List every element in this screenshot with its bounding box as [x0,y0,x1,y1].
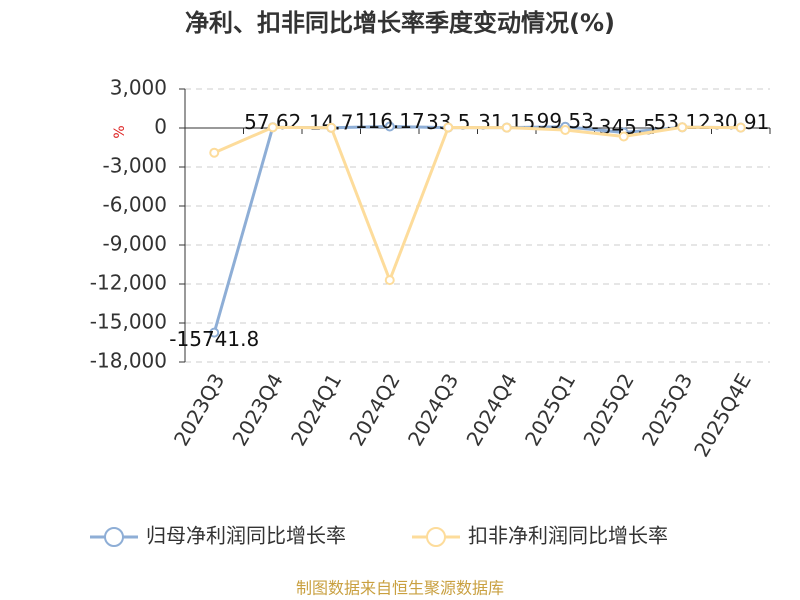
x-tick-label: 2025Q1 [520,369,580,450]
data-label: 116.17 [355,109,425,133]
y-tick-label: 3,000 [110,76,167,100]
point [560,124,571,135]
point [209,147,220,158]
series-line [212,124,741,334]
series-line [213,125,741,285]
y-tick-label: -15,000 [90,310,167,334]
y-tick-label: -9,000 [103,232,167,256]
x-tick-label: 2024Q1 [286,369,346,450]
x-tick-label: 2023Q4 [227,369,287,450]
legend-label: 归母净利润同比增长率 [146,524,346,548]
x-tick-label: 2024Q3 [403,369,463,450]
unit-label: % [112,125,128,138]
y-tick-label: -18,000 [90,349,167,373]
legend-label: 扣非净利润同比增长率 [468,524,668,548]
x-tick-label: 2024Q4 [461,369,521,450]
data-label: -15741.8 [169,327,259,351]
point [326,122,337,133]
point [735,122,746,133]
legend-marker [104,527,124,547]
chart-title: 净利、扣非同比增长率季度变动情况(%) [185,9,615,37]
x-tick-label: 2023Q3 [169,369,229,450]
y-tick-label: -12,000 [90,271,167,295]
point [443,122,454,133]
x-tick-label: 2025Q3 [637,369,697,450]
point [209,327,220,338]
point [384,275,395,286]
x-tick-label: 2024Q2 [344,369,404,450]
y-tick-label: -3,000 [103,154,167,178]
source: 制图数据来自恒生聚源数据库 [296,579,504,598]
point [618,131,629,142]
x-tick-label: 2025Q2 [578,369,638,450]
y-tick-label: 0 [154,115,167,139]
point [677,122,688,133]
x-tick-label: 2025Q4E [689,369,756,461]
legend-marker [426,527,446,547]
point [384,121,395,132]
point [501,122,512,133]
y-tick-label: -6,000 [103,193,167,217]
point [267,122,278,133]
